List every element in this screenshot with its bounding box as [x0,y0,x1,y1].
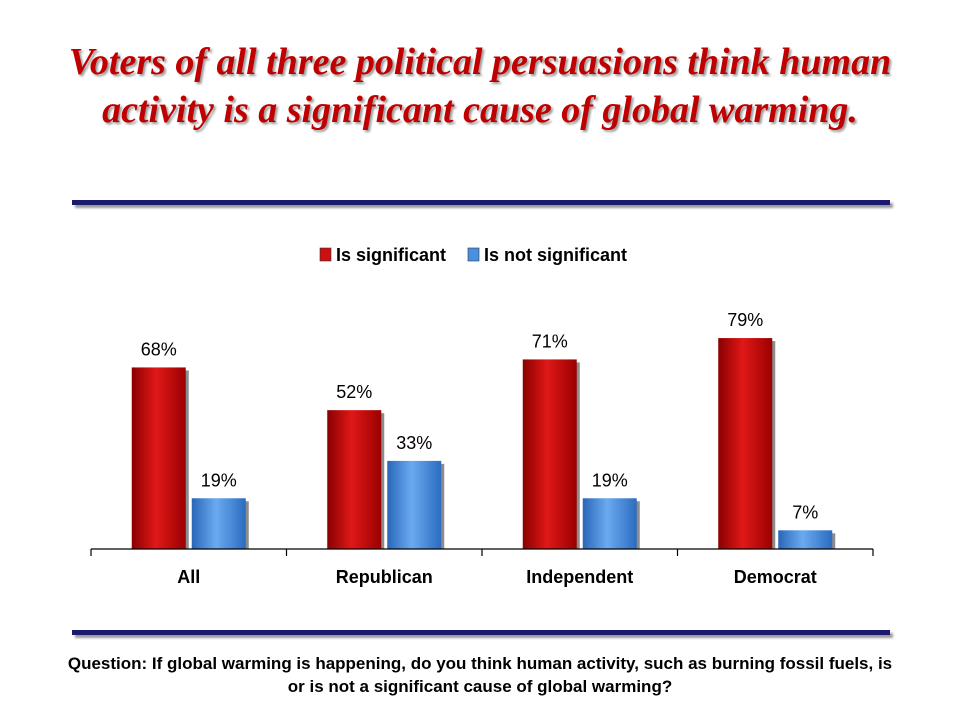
page-title: Voters of all three political persuasion… [68,41,892,131]
bar-significant-republican [327,410,382,549]
chart-axis: All Republican Independent Democrat [90,548,874,587]
category-label: Independent [526,567,633,587]
bar-significant-independent [522,359,577,549]
bar-not-significant-independent [582,498,637,549]
bar-not-significant-all [191,498,246,549]
data-label: 71% [532,331,568,351]
chart-bars: 68% 19% 52% 33% 71% 19% 79% 7% [131,310,836,549]
top-divider [72,200,890,205]
bar-not-significant-democrat [778,530,833,549]
data-label: 68% [141,339,177,359]
category-label: All [177,567,200,587]
survey-question: Question: If global warming is happening… [67,654,893,696]
bar-significant-all [131,367,186,549]
data-label: 19% [201,470,237,490]
legend-swatch [467,247,480,262]
category-label: Democrat [734,567,817,587]
chart-legend: Is significant Is not significant [319,245,627,265]
bar-not-significant-republican [387,460,442,549]
data-label: 52% [336,382,372,402]
legend-swatch [319,247,332,262]
data-label: 7% [792,502,818,522]
bar-significant-democrat [718,338,773,549]
legend-label: Is significant [336,245,446,265]
data-label: 79% [727,310,763,330]
bar-chart: Is significant Is not significant 68% 19% 5… [90,245,874,587]
data-label: 19% [592,470,628,490]
legend-label: Is not significant [484,245,627,265]
bottom-divider [72,630,890,635]
category-label: Republican [336,567,433,587]
data-label: 33% [396,433,432,453]
